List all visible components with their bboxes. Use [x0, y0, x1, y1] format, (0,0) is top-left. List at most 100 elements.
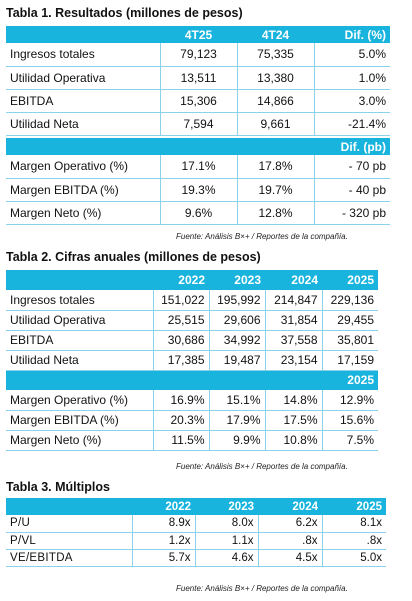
cell-value: 8.1x: [321, 515, 386, 533]
table-row: Utilidad Operativa 25,515 29,606 31,854 …: [6, 310, 378, 331]
header-cell: [265, 370, 322, 390]
cell-value: 214,847: [264, 290, 322, 311]
table-row: Ingresos totales 79,123 75,335 5.0%: [6, 43, 390, 67]
table-spacer: [6, 135, 390, 138]
header-cell: 2024: [265, 270, 322, 290]
row-label: Ingresos totales: [6, 43, 160, 67]
cell-value: 13,511: [159, 66, 237, 90]
row-label: Utilidad Neta: [6, 112, 160, 136]
row-label: Margen EBITDA (%): [6, 178, 160, 202]
multiples-table: 2022 2023 2024 2025 P/U 8.9x 8.0x 6.2x 8…: [6, 498, 386, 567]
cell-value: 31,854: [264, 310, 322, 331]
cell-value: 75,335: [236, 43, 314, 67]
cell-value: 1.0%: [313, 66, 390, 90]
header-cell: [6, 370, 153, 390]
cell-value: 3.0%: [313, 89, 390, 113]
table-row: VE/EBITDA 5.7x 4.6x 4.5x 5.0x: [6, 549, 386, 567]
cell-value: - 320 pb: [313, 201, 390, 225]
row-label: Utilidad Operativa: [6, 66, 160, 90]
table-header: 2025: [6, 370, 378, 390]
header-cell: 2025: [322, 370, 378, 390]
cell-value: 15.1%: [208, 390, 265, 411]
cell-value: 17,385: [152, 350, 209, 371]
header-cell: Dif. (pb): [314, 138, 390, 155]
cell-value: 8.9x: [131, 515, 195, 533]
row-label: EBITDA: [6, 330, 153, 351]
cell-value: 4.5x: [257, 549, 322, 567]
table2-source: Fuente: Análisis B×+ / Reportes de la co…: [176, 462, 348, 471]
row-label: P/VL: [6, 532, 132, 550]
cell-value: 195,992: [208, 290, 265, 311]
table-row: Margen EBITDA (%) 20.3% 17.9% 17.5% 15.6…: [6, 410, 378, 431]
cell-value: 8.0x: [194, 515, 258, 533]
row-label: Margen EBITDA (%): [6, 410, 153, 431]
cell-value: 35,801: [321, 330, 378, 351]
table-row: EBITDA 30,686 34,992 37,558 35,801: [6, 330, 378, 351]
cell-value: 34,992: [208, 330, 265, 351]
cell-value: 229,136: [321, 290, 378, 311]
table3-title: Tabla 3. Múltiplos: [6, 480, 110, 494]
cell-value: 5.0x: [321, 549, 386, 567]
cell-value: 17,159: [321, 350, 378, 371]
table-header: Dif. (pb): [6, 138, 390, 155]
results-table: 4T25 4T24 Dif. (%) Ingresos totales 79,1…: [6, 26, 390, 225]
table-row: P/VL 1.2x 1.1x .8x .8x: [6, 532, 386, 550]
table-row: Ingresos totales 151,022 195,992 214,847…: [6, 290, 378, 311]
table2-title: Tabla 2. Cifras anuales (millones de pes…: [6, 250, 261, 264]
cell-value: 9.6%: [159, 201, 237, 225]
cell-value: 7.5%: [321, 430, 378, 451]
cell-value: 79,123: [159, 43, 237, 67]
header-cell: 4T24: [237, 26, 314, 43]
cell-value: 19.7%: [236, 178, 314, 202]
cell-value: 7,594: [159, 112, 237, 136]
header-cell: [209, 370, 265, 390]
cell-value: 151,022: [152, 290, 209, 311]
cell-value: 9,661: [236, 112, 314, 136]
table-row: Utilidad Neta 17,385 19,487 23,154 17,15…: [6, 350, 378, 371]
header-cell: [160, 138, 237, 155]
cell-value: 5.0%: [313, 43, 390, 67]
cell-value: 6.2x: [257, 515, 322, 533]
header-cell: 2024: [258, 498, 322, 515]
row-label: Utilidad Operativa: [6, 310, 153, 331]
cell-value: 10.8%: [264, 430, 322, 451]
table-row: EBITDA 15,306 14,866 3.0%: [6, 89, 390, 113]
cell-value: 5.7x: [131, 549, 195, 567]
cell-value: 13,380: [236, 66, 314, 90]
row-label: VE/EBITDA: [6, 549, 132, 567]
header-cell: [237, 138, 314, 155]
row-label: Margen Operativo (%): [6, 155, 160, 179]
cell-value: .8x: [257, 532, 322, 550]
table3-source: Fuente: Análisis B×+ / Reportes de la co…: [176, 584, 348, 593]
cell-value: 14.8%: [264, 390, 322, 411]
header-cell: Dif. (%): [314, 26, 390, 43]
header-cell: 2022: [153, 270, 209, 290]
table1-source: Fuente: Análisis B×+ / Reportes de la co…: [176, 232, 348, 241]
header-cell: 2025: [322, 498, 386, 515]
table-row: Margen Operativo (%) 16.9% 15.1% 14.8% 1…: [6, 390, 378, 411]
cell-value: 17.1%: [159, 155, 237, 179]
header-cell: [6, 498, 132, 515]
cell-value: 23,154: [264, 350, 322, 371]
table-row: Margen Operativo (%) 17.1% 17.8% - 70 pb: [6, 155, 390, 179]
cell-value: 19.3%: [159, 178, 237, 202]
cell-value: 19,487: [208, 350, 265, 371]
cell-value: 1.1x: [194, 532, 258, 550]
cell-value: 14,866: [236, 89, 314, 113]
cell-value: 17.9%: [208, 410, 265, 431]
cell-value: .8x: [321, 532, 386, 550]
table-header: 2022 2023 2024 2025: [6, 498, 386, 515]
annual-figures-table: 2022 2023 2024 2025 Ingresos totales 151…: [6, 270, 378, 451]
header-cell: [6, 26, 160, 43]
table-row: Utilidad Operativa 13,511 13,380 1.0%: [6, 66, 390, 90]
table-row: Utilidad Neta 7,594 9,661 -21.4%: [6, 112, 390, 136]
row-label: Margen Neto (%): [6, 201, 160, 225]
cell-value: 30,686: [152, 330, 209, 351]
header-cell: 4T25: [160, 26, 237, 43]
cell-value: 12.9%: [321, 390, 378, 411]
table-header: 4T25 4T24 Dif. (%): [6, 26, 390, 43]
header-cell: [6, 270, 153, 290]
header-cell: 2023: [195, 498, 258, 515]
cell-value: 15,306: [159, 89, 237, 113]
cell-value: 11.5%: [152, 430, 209, 451]
